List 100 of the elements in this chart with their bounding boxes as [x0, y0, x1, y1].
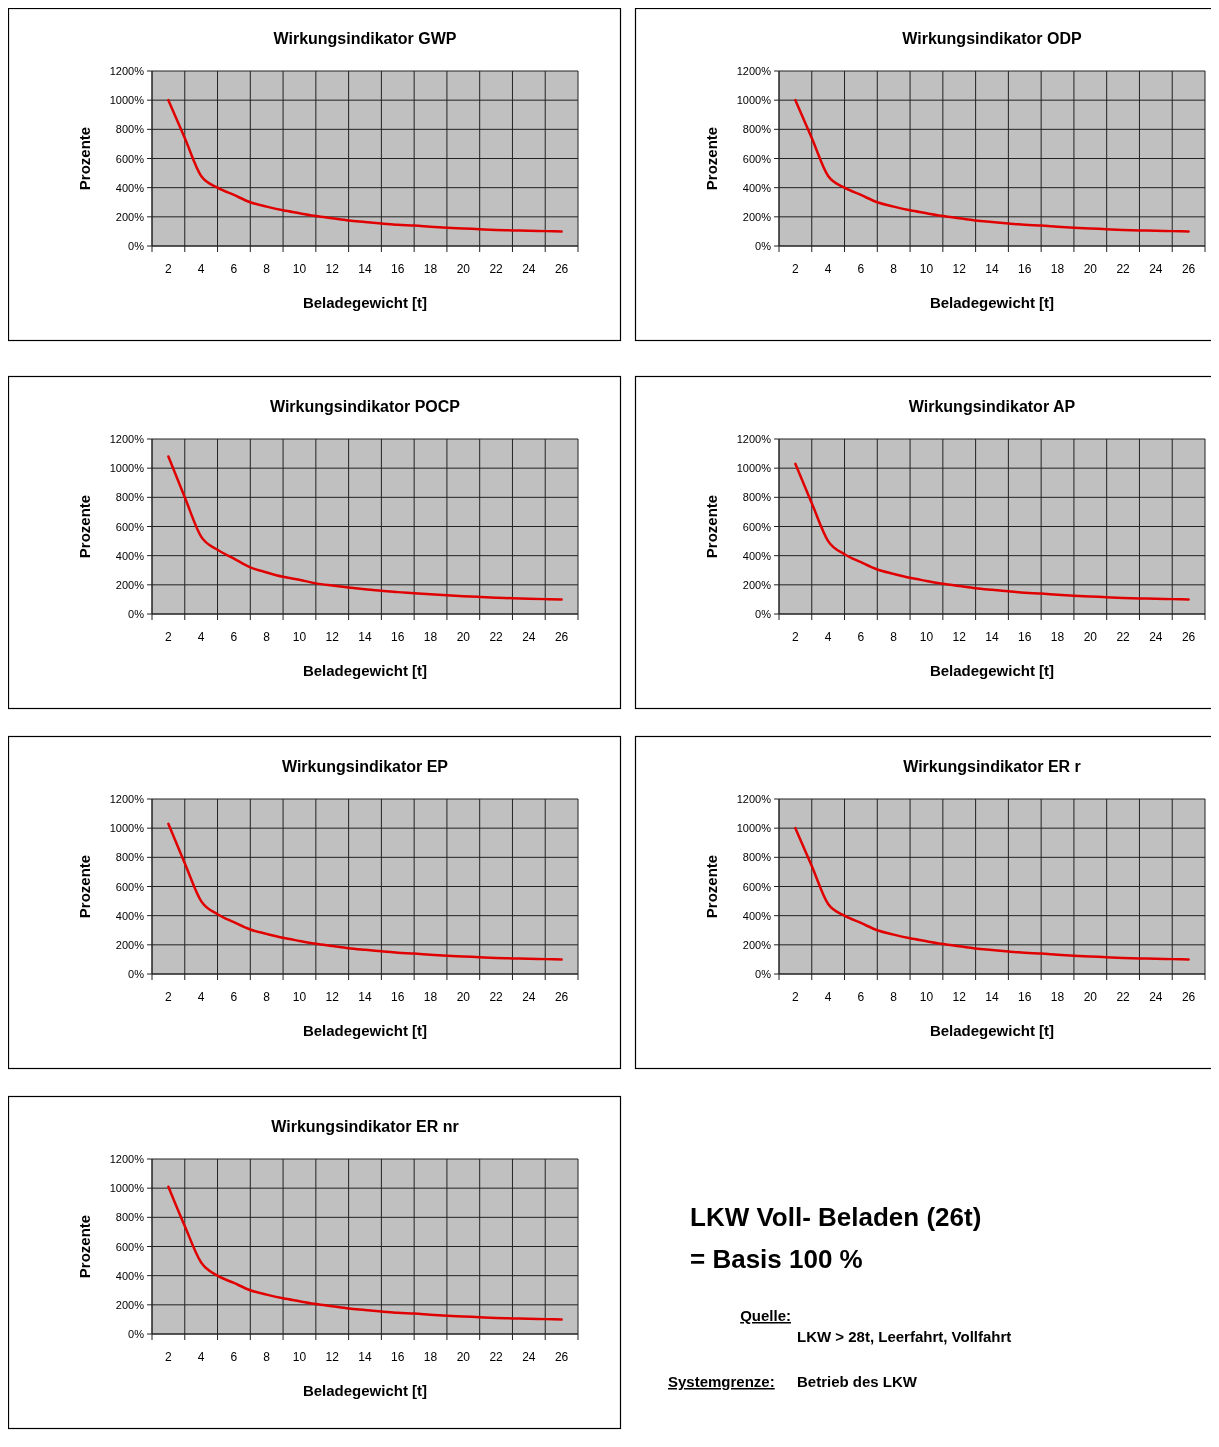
x-tick-label: 26 [1181, 262, 1196, 276]
x-tick-label: 22 [489, 990, 504, 1004]
y-tick-label: 400% [742, 549, 772, 562]
y-tick-label: 0% [128, 608, 145, 620]
x-tick-label: 16 [1018, 630, 1032, 644]
x-tick-label: 24 [1149, 990, 1163, 1004]
y-tick-label: 800% [742, 123, 772, 136]
source-note: Quelle: [740, 1307, 791, 1324]
x-tick-label: 10 [292, 262, 307, 276]
x-tick-label: 12 [325, 990, 340, 1004]
y-tick-label: 1000% [109, 822, 145, 835]
x-tick-label: 26 [1181, 990, 1196, 1004]
x-tick-label: 10 [292, 1350, 307, 1364]
chart-title: Wirkungsindikator ER nr [271, 1118, 459, 1135]
line-series [167, 98, 563, 233]
x-tick-label: 2 [165, 262, 173, 276]
y-tick-label: 200% [115, 938, 145, 951]
x-tick-label: 8 [890, 630, 898, 644]
x-tick-label: 12 [952, 262, 967, 276]
y-tick-label: 200% [742, 938, 772, 951]
x-axis-title: Beladegewicht [t] [929, 662, 1055, 679]
y-tick-label: 600% [742, 520, 772, 533]
x-axis-title: Beladegewicht [t] [929, 294, 1055, 311]
x-tick-label: 20 [456, 990, 471, 1004]
x-tick-label: 18 [423, 262, 438, 276]
x-tick-label: 4 [197, 990, 205, 1004]
x-tick-label: 6 [857, 990, 865, 1004]
x-tick-label: 16 [391, 990, 405, 1004]
x-axis-title: Beladegewicht [t] [929, 1022, 1055, 1039]
y-tick-label: 600% [115, 1240, 145, 1253]
x-tick-label: 26 [1181, 630, 1196, 644]
x-tick-label: 26 [554, 990, 569, 1004]
y-tick-label: 0% [128, 968, 145, 980]
y-axis-title: Prozente [76, 126, 93, 191]
x-tick-label: 16 [391, 1350, 405, 1364]
y-tick-label: 1000% [109, 462, 145, 475]
x-tick-label: 26 [554, 630, 569, 644]
y-axis-title: Prozente [703, 854, 720, 919]
x-tick-label: 22 [1116, 262, 1131, 276]
x-axis-title: Beladegewicht [t] [302, 294, 428, 311]
x-tick-label: 14 [358, 262, 372, 276]
x-tick-label: 10 [292, 990, 307, 1004]
x-tick-label: 2 [792, 990, 800, 1004]
x-tick-label: 6 [230, 1350, 238, 1364]
x-tick-label: 6 [857, 630, 865, 644]
y-tick-label: 1200% [736, 433, 772, 445]
x-tick-label: 18 [423, 990, 438, 1004]
x-tick-label: 26 [554, 1350, 569, 1364]
y-tick-label: 1200% [109, 793, 145, 805]
chart-title: Wirkungsindikator POCP [269, 398, 461, 415]
y-tick-label: 800% [742, 491, 772, 504]
y-tick-label: 1000% [109, 94, 145, 107]
x-tick-label: 20 [456, 1350, 471, 1364]
x-tick-label: 18 [1050, 630, 1065, 644]
x-tick-label: 24 [1149, 630, 1163, 644]
y-tick-label: 1200% [109, 1153, 145, 1165]
y-tick-label: 600% [742, 152, 772, 165]
x-tick-label: 4 [824, 630, 832, 644]
y-tick-label: 0% [128, 240, 145, 252]
y-tick-label: 0% [755, 968, 772, 980]
line-series [167, 822, 563, 961]
x-tick-label: 12 [952, 990, 967, 1004]
text: = Basis 100 % [690, 1244, 863, 1274]
x-tick-label: 2 [165, 1350, 173, 1364]
x-tick-label: 4 [197, 1350, 205, 1364]
y-tick-label: 0% [755, 608, 772, 620]
y-axis-title: Prozente [703, 494, 720, 559]
y-tick-label: 200% [115, 578, 145, 591]
y-tick-label: 1000% [736, 462, 772, 475]
x-axis-title: Beladegewicht [t] [302, 662, 428, 679]
y-tick-label: 1200% [736, 65, 772, 77]
y-tick-label: 400% [742, 909, 772, 922]
y-tick-label: 1000% [736, 822, 772, 835]
x-tick-label: 22 [1116, 630, 1131, 644]
x-tick-label: 20 [456, 262, 471, 276]
x-tick-label: 14 [358, 1350, 372, 1364]
y-tick-label: 0% [755, 240, 772, 252]
chart-title: Wirkungsindikator ODP [902, 30, 1083, 47]
x-tick-label: 16 [1018, 262, 1032, 276]
text: Systemgrenze: [668, 1373, 775, 1390]
x-tick-label: 20 [456, 630, 471, 644]
y-axis-title: Prozente [76, 854, 93, 919]
x-tick-label: 6 [230, 990, 238, 1004]
y-tick-label: 200% [115, 1298, 145, 1311]
y-tick-label: 400% [115, 549, 145, 562]
x-tick-label: 24 [522, 990, 536, 1004]
x-tick-label: 8 [263, 262, 271, 276]
x-tick-label: 6 [230, 630, 238, 644]
y-tick-label: 800% [115, 123, 145, 136]
x-tick-label: 14 [358, 990, 372, 1004]
text: LKW Voll- Beladen (26t) [690, 1202, 982, 1232]
y-tick-label: 400% [115, 1269, 145, 1282]
y-tick-label: 1200% [736, 793, 772, 805]
x-tick-label: 24 [1149, 262, 1163, 276]
y-tick-label: 600% [742, 880, 772, 893]
x-tick-label: 10 [292, 630, 307, 644]
x-tick-label: 16 [1018, 990, 1032, 1004]
x-tick-label: 14 [985, 630, 999, 644]
y-axis-title: Prozente [703, 126, 720, 191]
x-tick-label: 14 [985, 262, 999, 276]
